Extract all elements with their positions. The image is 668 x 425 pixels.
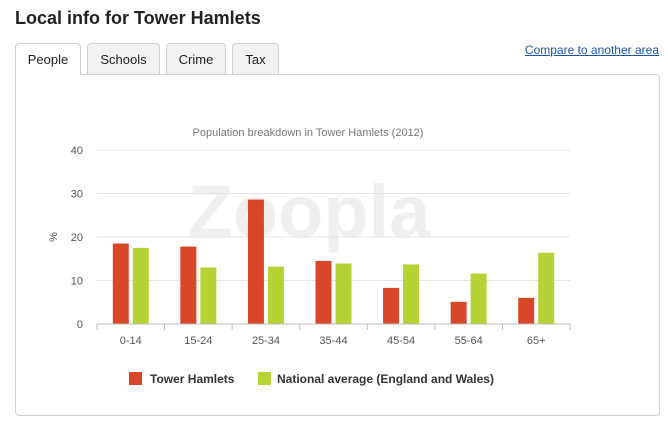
bar-national-average-45-54[interactable]	[403, 264, 420, 324]
bar-national-average-15-24[interactable]	[200, 267, 217, 324]
bar-tower-hamlets-0-14[interactable]	[112, 243, 129, 324]
y-axis-label: %	[48, 232, 60, 242]
bar-tower-hamlets-45-54[interactable]	[383, 287, 400, 324]
chart-axes: 0 10 20 30 40 0-14 15-24 25-34 35-44 45-54 55-64 65…	[71, 145, 571, 347]
tab-crime[interactable]: Crime	[166, 43, 226, 74]
tab-schools[interactable]: Schools	[87, 43, 160, 74]
bar-tower-hamlets-55-64[interactable]	[450, 301, 467, 324]
y-tick-label: 20	[71, 232, 83, 244]
x-tick-label: 65+	[527, 335, 546, 347]
bar-tower-hamlets-65+[interactable]	[518, 297, 535, 324]
x-tick-label: 55-64	[455, 335, 483, 347]
bar-tower-hamlets-35-44[interactable]	[315, 260, 332, 324]
bar-national-average-0-14[interactable]	[132, 247, 149, 324]
x-tick-label: 45-54	[387, 335, 415, 347]
page-title: Local info for Tower Hamlets	[15, 8, 261, 28]
y-tick-label: 30	[71, 189, 83, 201]
zoopla-watermark: Zoopla	[188, 170, 431, 253]
bar-national-average-65+[interactable]	[538, 252, 555, 324]
legend-label-tower-hamlets: Tower Hamlets	[150, 372, 235, 386]
legend-swatch-tower-hamlets	[129, 372, 142, 385]
bar-tower-hamlets-25-34[interactable]	[247, 199, 264, 324]
y-tick-label: 40	[71, 145, 83, 157]
bar-tower-hamlets-15-24[interactable]	[180, 246, 197, 324]
tab-people[interactable]: People	[15, 43, 81, 75]
chart-title: Population breakdown in Tower Hamlets (2…	[193, 127, 424, 139]
x-tick-label: 15-24	[184, 335, 212, 347]
x-tick-label: 25-34	[252, 335, 280, 347]
bar-national-average-55-64[interactable]	[470, 273, 487, 324]
bar-national-average-25-34[interactable]	[267, 266, 284, 324]
legend-swatch-national-average	[258, 372, 271, 385]
compare-area-link[interactable]: Compare to another area	[524, 43, 659, 57]
population-chart: Zoopla 0 10 20 30 40 0-14 15-24 25-34 35-44 45-54…	[48, 127, 571, 386]
bar-national-average-35-44[interactable]	[335, 263, 352, 324]
x-tick-label: 35-44	[319, 335, 347, 347]
chart-legend: Tower Hamlets National average (England …	[129, 372, 494, 386]
chart-bars	[112, 199, 555, 324]
y-tick-label: 0	[77, 319, 83, 331]
legend-label-national-average: National average (England and Wales)	[277, 372, 494, 386]
x-tick-label: 0-14	[120, 335, 142, 347]
chart-grid	[97, 149, 570, 281]
y-tick-label: 10	[71, 276, 83, 288]
tab-tax[interactable]: Tax	[232, 43, 279, 74]
